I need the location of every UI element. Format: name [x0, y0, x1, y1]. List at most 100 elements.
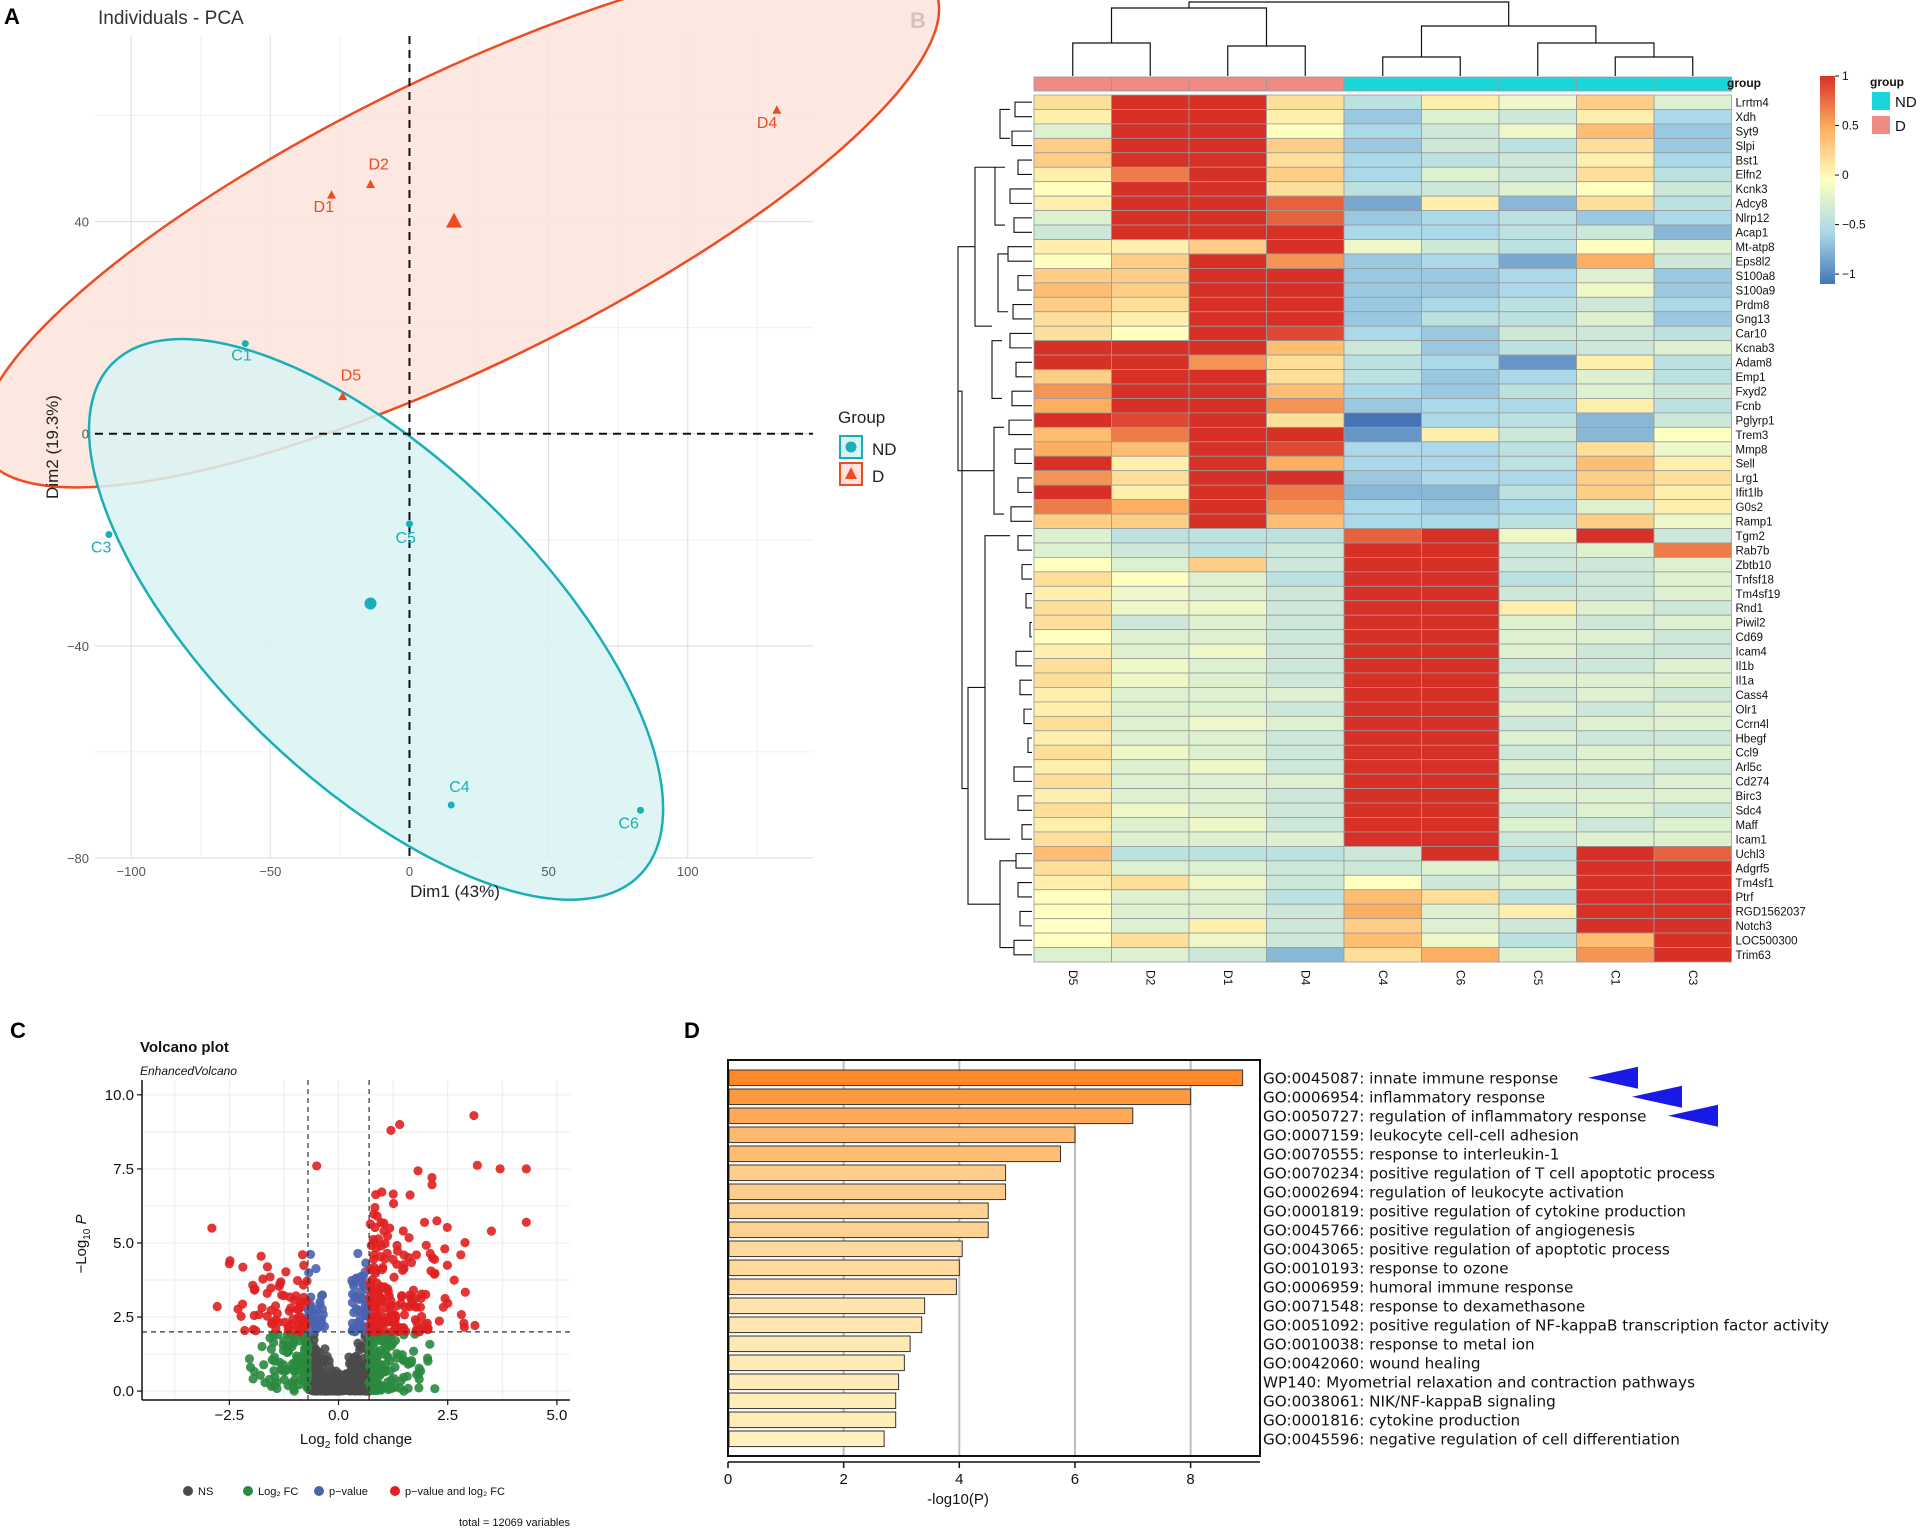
pca-point-D2	[366, 179, 376, 188]
volcano-xlabel-sub: 2	[325, 1440, 331, 1451]
heatmap-cell	[1653, 817, 1732, 833]
heatmap-row-label: Elfn2	[1736, 170, 1762, 182]
heatmap-cell	[1033, 325, 1112, 342]
volcano-point	[459, 1322, 469, 1332]
heatmap-cell	[1111, 860, 1190, 876]
heatmap-cell	[1653, 354, 1732, 370]
volcano-xlabel-pre: Log	[300, 1431, 325, 1448]
heatmap-cell	[1188, 412, 1267, 428]
heatmap-row-label: Uchl3	[1736, 849, 1765, 861]
pca-ellipse-nd	[87, 337, 665, 901]
heatmap-cell	[1188, 398, 1267, 414]
heatmap-cell	[1266, 874, 1345, 891]
heatmap-cell	[1653, 715, 1732, 732]
heatmap-row-label: Pglyrp1	[1736, 415, 1775, 427]
heatmap-cell	[1421, 701, 1500, 717]
heatmap-cell	[1266, 658, 1345, 674]
row-dendro-leaf-pair	[1012, 303, 1032, 320]
heatmap-cell	[1343, 311, 1422, 327]
go-xlabel: -log10(P)	[927, 1491, 989, 1508]
row-dendro-leaf-pair	[1025, 592, 1032, 609]
volcano-point	[281, 1267, 291, 1277]
heatmap-cell	[1033, 109, 1112, 125]
heatmap-column-label: C1	[1608, 970, 1622, 986]
heatmap-cell	[1421, 181, 1500, 197]
heatmap-cell	[1188, 267, 1267, 284]
heatmap-cell	[1421, 340, 1500, 356]
heatmap-cell	[1266, 614, 1345, 631]
heatmap-cell	[1653, 383, 1732, 399]
heatmap-cell	[1188, 123, 1267, 139]
panel-label-a: A	[4, 4, 20, 29]
volcano-point	[272, 1383, 282, 1394]
volcano-point	[368, 1326, 379, 1336]
pca-ytick-label: 40	[75, 215, 89, 230]
heatmap-cell	[1576, 831, 1655, 847]
dendro-link-c5-c1c3	[1537, 42, 1655, 76]
heatmap-cell	[1576, 773, 1655, 790]
heatmap-cell	[1111, 831, 1190, 847]
pca-ellipses	[0, 0, 941, 901]
volcano-ylabel-sub: 10	[82, 1228, 93, 1240]
heatmap-cell	[1343, 672, 1422, 688]
heatmap-cell	[1653, 542, 1732, 558]
heatmap-cell	[1111, 701, 1190, 717]
heatmap-row-label: Adgrf5	[1736, 863, 1770, 875]
heatmap-cell	[1266, 947, 1345, 963]
volcano-point	[274, 1281, 284, 1291]
heatmap-cell	[1421, 499, 1500, 515]
colorbar-tick-label: −0.5	[1842, 218, 1866, 232]
heatmap-cell	[1188, 94, 1267, 110]
heatmap-cell	[1188, 846, 1267, 862]
volcano-point	[240, 1325, 250, 1336]
heatmap-cell	[1343, 730, 1422, 746]
volcano-point	[425, 1339, 435, 1349]
heatmap-cell	[1266, 701, 1345, 717]
go-bar	[728, 1202, 989, 1220]
volcano-point	[456, 1250, 466, 1260]
heatmap-cell	[1343, 123, 1422, 139]
volcano-point	[410, 1293, 420, 1304]
heatmap-cell	[1111, 166, 1190, 183]
heatmap-row-label: Icam1	[1736, 834, 1767, 846]
heatmap-cell	[1033, 557, 1112, 573]
heatmap-cell	[1111, 354, 1190, 370]
heatmap-row-dendrogram	[957, 101, 1032, 956]
row-dendro-leaf-pair	[1013, 217, 1032, 233]
go-term-label: GO:0001816: cytokine production	[1263, 1412, 1520, 1430]
pca-point-label-D4: D4	[757, 115, 778, 132]
volcano-ylabel: −Log10 P	[73, 1214, 93, 1273]
heatmap-cell	[1576, 715, 1655, 732]
heatmap-row-label: Ptrf	[1736, 892, 1755, 904]
heatmap-cell	[1653, 918, 1732, 934]
pca-xtick-label: 50	[541, 864, 555, 879]
heatmap-cell	[1266, 643, 1345, 659]
heatmap-cell	[1498, 773, 1577, 790]
go-term-label: GO:0038061: NIK/NF-kappaB signaling	[1263, 1393, 1556, 1411]
heatmap-cell	[1033, 744, 1112, 761]
heatmap-cell	[1576, 412, 1655, 428]
volcano-point	[352, 1358, 362, 1368]
heatmap-cell	[1111, 687, 1190, 703]
heatmap-cell	[1343, 109, 1422, 125]
panel-label-c: C	[10, 1018, 26, 1043]
heatmap-cell	[1111, 730, 1190, 746]
heatmap-column-label: D5	[1066, 970, 1080, 986]
volcano-point	[256, 1251, 266, 1261]
volcano-point	[315, 1300, 325, 1310]
heatmap-cell	[1498, 441, 1577, 457]
go-x-axis: 0 2 4 6 8	[724, 1461, 1260, 1488]
pca-xlabel: Dim1 (43%)	[410, 882, 500, 901]
volcano-point	[319, 1375, 330, 1385]
heatmap-cell	[1266, 239, 1345, 255]
heatmap-cell	[1498, 687, 1577, 703]
heatmap-cell	[1266, 629, 1345, 645]
heatmap-cell	[1576, 181, 1655, 197]
heatmap-cell	[1421, 441, 1500, 457]
heatmap-cell	[1033, 484, 1112, 500]
heatmap-cell	[1266, 412, 1345, 428]
volcano-point	[385, 1303, 395, 1313]
volcano-point	[419, 1217, 430, 1227]
volcano-point	[266, 1344, 276, 1354]
row-dendro-leaf-pair	[1017, 795, 1032, 811]
